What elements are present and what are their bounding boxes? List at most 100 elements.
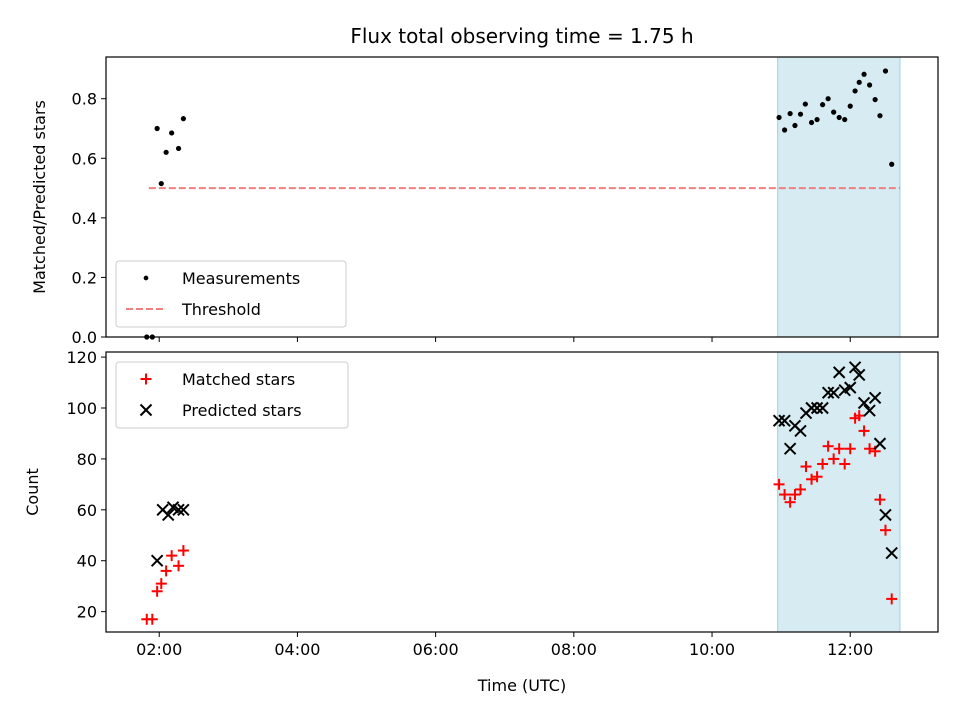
top-legend: Measurements Threshold [115,260,347,328]
top-y-tick-label-1: 0.2 [72,268,97,287]
top-point-0-17 [825,96,831,102]
bottom-point-0-24 [858,425,870,437]
bottom-point-0-23 [853,410,865,422]
bottom-point-1-27-b [885,546,898,560]
bottom-point-1-22 [857,396,871,410]
bottom-point-0-15 [811,471,823,483]
top-legend-swatch-0 [143,275,149,281]
bottom-legend: Matched stars Predicted stars [115,361,349,429]
bottom-point-1-19-b [844,381,857,394]
bottom-point-0-12 [794,483,806,495]
top-legend-label-1: Threshold [181,300,261,319]
bottom-point-1-27 [885,546,898,560]
bottom-point-1-13-b [810,401,824,415]
bottom-point-0-13 [800,461,812,473]
bottom-point-1-23-b [863,404,876,417]
top-point-0-7 [180,116,186,122]
bottom-point-0-1 [146,613,158,625]
bottom-point-1-26-b [879,508,892,522]
bottom-point-1-20-b [848,361,862,374]
bottom-point-1-24-b [868,391,882,405]
top-panel: Matched/Predicted stars 0.0 0.2 0.4 0.6 0.8 M… [30,56,939,347]
top-point-0-19 [836,114,842,121]
bottom-point-0-9 [779,489,791,501]
bottom-point-0-10 [784,496,796,508]
top-y-axis-label: Matched/Predicted stars [30,100,49,294]
top-point-0-15 [814,116,820,123]
bottom-point-1-17 [832,366,846,379]
top-point-0-14 [808,119,815,126]
bottom-point-1-16-b [827,386,840,399]
top-point-0-4 [163,149,169,155]
top-series-0 [144,68,895,340]
bottom-axes-frame [105,351,939,633]
bottom-legend-label-0: Matched stars [182,370,295,389]
top-legend-label-0: Measurements [182,269,300,288]
bottom-highlight-span [777,352,900,632]
bottom-point-1-13 [810,401,824,415]
top-point-0-5 [169,130,175,136]
top-point-0-9 [781,127,788,133]
bottom-y-tick-label-5: 120 [66,348,97,367]
bottom-point-1-17-b [832,366,846,379]
bottom-point-1-2 [161,508,175,522]
bottom-y-tick-label-0: 20 [77,603,97,622]
x-tick-label-3: 08:00 [551,640,597,659]
bottom-point-0-28 [879,524,891,536]
bottom-point-1-7-b [778,414,791,427]
x-tick-label-5: 12:00 [827,640,873,659]
top-point-0-8 [776,114,782,121]
bottom-point-1-8 [783,442,797,455]
top-point-0-20 [842,116,848,123]
bottom-legend-box [115,361,349,429]
bottom-point-0-14 [806,473,818,485]
x-tick-label-0: 02:00 [136,640,182,659]
bottom-point-1-14 [816,401,829,415]
bottom-point-1-8-b [783,442,797,455]
top-legend-box [115,260,347,328]
top-point-0-26 [872,96,878,103]
top-point-0-22 [852,88,858,94]
bottom-point-1-0-b [150,554,164,567]
top-point-0-18 [831,109,837,115]
x-tick-label-1: 04:00 [274,640,320,659]
bottom-point-0-20 [839,458,851,470]
bottom-point-1-5 [177,503,190,517]
bottom-point-0-29 [886,593,898,605]
bottom-point-1-2-b [161,508,175,522]
bottom-point-0-2 [151,585,163,597]
bottom-point-0-17 [822,440,834,452]
top-y-tick-label-3: 0.6 [72,149,97,168]
bottom-point-1-3-b [166,501,180,514]
chart-title: Flux total observing time = 1.75 h [350,24,693,48]
bottom-point-0-21 [844,443,856,455]
bottom-point-1-10 [794,424,807,438]
bottom-point-1-22-b [857,396,871,410]
bottom-point-0-27 [874,494,886,506]
bottom-point-1-26 [879,508,892,522]
bottom-y-tick-label-3: 80 [77,450,97,469]
bottom-point-0-11 [789,489,801,501]
bottom-point-1-20 [848,361,862,374]
bottom-point-1-12 [805,401,818,415]
bottom-point-1-25-b [873,437,887,450]
bottom-point-0-18 [828,453,840,465]
top-point-0-10 [787,110,793,117]
bottom-point-0-25 [864,443,876,455]
top-point-0-16 [819,102,826,108]
bottom-point-0-3 [155,578,167,590]
top-point-0-11 [792,122,798,129]
top-point-0-24 [861,71,867,77]
top-point-0-6 [175,145,182,152]
bottom-series-1 [150,361,898,567]
top-y-tick-label-0: 0.0 [72,328,97,347]
bottom-point-0-7 [177,545,189,557]
bottom-point-1-14-b [816,401,829,415]
top-point-0-29 [889,161,895,167]
bottom-legend-swatch-0 [140,373,152,385]
top-point-0-23 [856,79,862,85]
bottom-point-0-5 [166,550,178,562]
bottom-point-1-5-b [177,503,190,517]
bottom-series-0 [141,410,898,625]
x-tick-label-2: 06:00 [413,640,459,659]
